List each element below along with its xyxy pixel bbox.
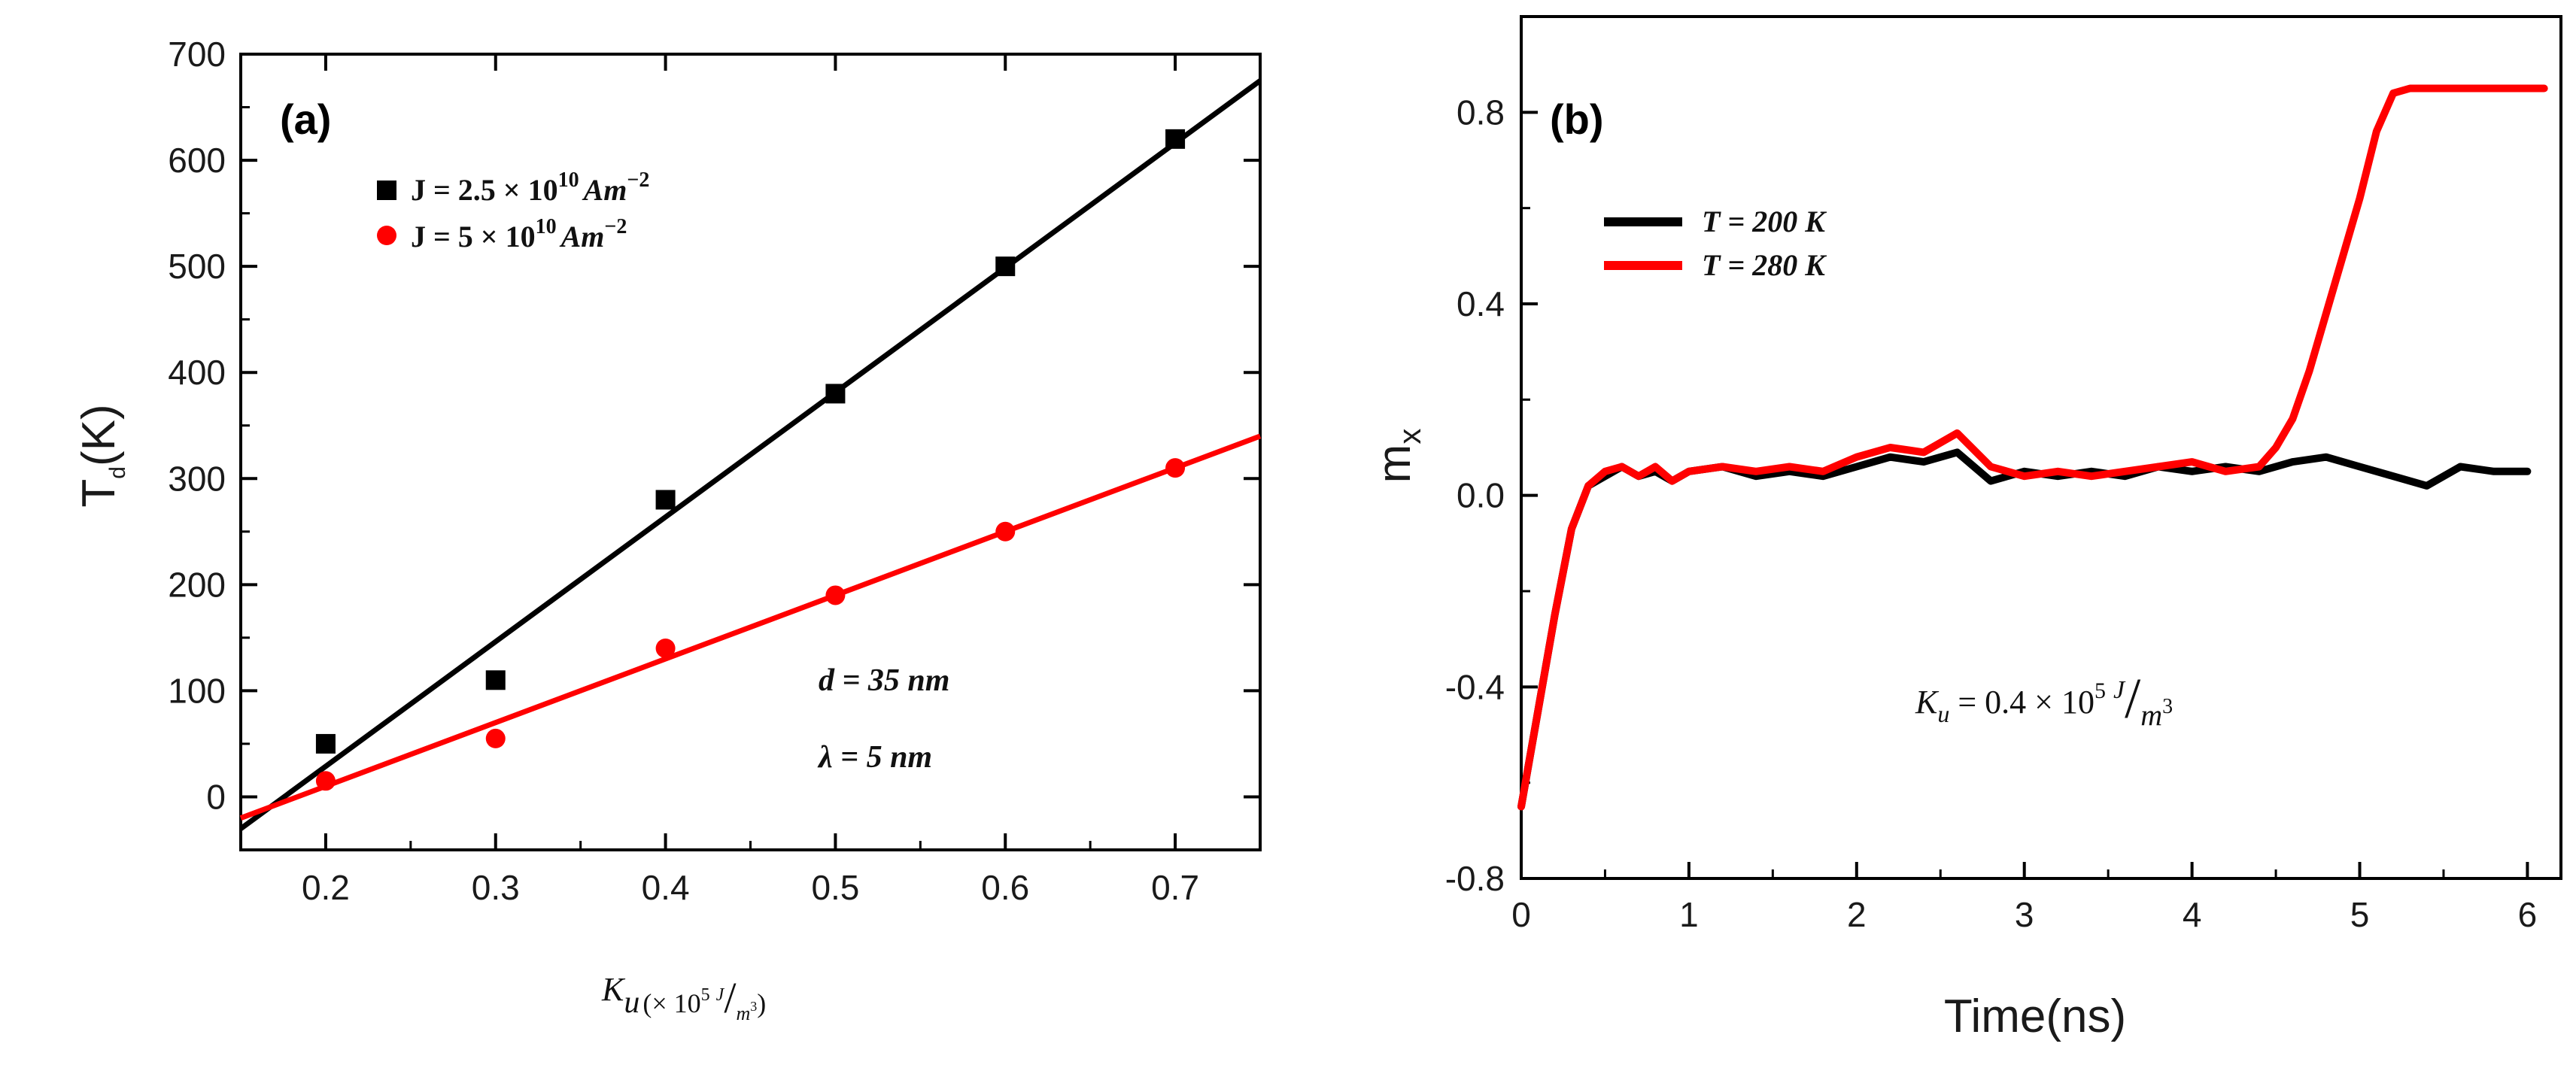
legend-marker-square bbox=[377, 181, 396, 200]
legend-marker-circle bbox=[377, 226, 396, 245]
panel-a-legend: J = 2.5 × 1010 Am−2 J = 5 × 1010 Am−2 bbox=[377, 168, 649, 253]
panel-a-points bbox=[315, 129, 1186, 791]
y-tick-label: 700 bbox=[168, 35, 226, 74]
x-tick-label: 0.7 bbox=[1151, 868, 1199, 907]
x-tick-label: 0.2 bbox=[302, 868, 350, 907]
y-tick-label: -0.4 bbox=[1445, 667, 1505, 706]
panel-b-series-lines bbox=[1517, 84, 2548, 811]
data-point-circle bbox=[315, 771, 336, 791]
y-tick-label: 0.8 bbox=[1457, 93, 1505, 132]
data-point-square bbox=[485, 670, 506, 690]
panel-b-ticks: 0 1 2 3 4 5 6 -0.8 -0.4 0.0 0.4 0.8 bbox=[1445, 93, 2537, 934]
panel-b-annotation-ku: Ku = 0.4 × 105 J/m3 bbox=[1915, 667, 2173, 732]
series-line-200k bbox=[1517, 448, 2532, 811]
data-point-circle bbox=[825, 585, 846, 605]
fit-line-series-1 bbox=[238, 78, 1262, 831]
x-tick-label: 1 bbox=[1679, 895, 1699, 934]
y-tick-label: 200 bbox=[168, 565, 226, 604]
legend-entry-280k: T = 280 K bbox=[1702, 248, 1827, 282]
x-tick-label: 4 bbox=[2183, 895, 2202, 934]
y-tick-label: 300 bbox=[168, 459, 226, 498]
y-tick-label: -0.8 bbox=[1445, 859, 1505, 898]
panel-a-ticks: 0.2 0.3 0.4 0.5 0.6 0.7 0 100 200 300 400 500 600 700 bbox=[168, 35, 1262, 907]
legend-entry-1: J = 2.5 × 1010 Am−2 bbox=[411, 168, 649, 207]
panel-b-label: (b) bbox=[1550, 96, 1604, 143]
panel-b-plot-frame bbox=[1520, 15, 2562, 880]
y-tick-label: 0.0 bbox=[1457, 476, 1505, 515]
x-tick-label: 2 bbox=[1847, 895, 1867, 934]
panel-b-x-axis-title: Time(ns) bbox=[1944, 991, 2126, 1042]
data-point-circle bbox=[655, 638, 676, 658]
data-point-circle bbox=[1165, 458, 1186, 478]
legend-entry-2: J = 5 × 1010 Am−2 bbox=[411, 215, 627, 253]
data-point-circle bbox=[995, 521, 1016, 542]
data-point-square bbox=[315, 733, 336, 754]
y-tick-label: 400 bbox=[168, 353, 226, 392]
fit-line-series-2 bbox=[239, 433, 1262, 821]
x-tick-label: 3 bbox=[2015, 895, 2034, 934]
data-point-square bbox=[655, 490, 676, 510]
y-tick-label: 0.4 bbox=[1457, 284, 1505, 323]
y-tick-label: 500 bbox=[168, 247, 226, 286]
x-tick-label: 5 bbox=[2350, 895, 2370, 934]
y-tick-label: 600 bbox=[168, 141, 226, 180]
y-tick-label: 0 bbox=[206, 777, 226, 816]
x-tick-label: 0.5 bbox=[811, 868, 859, 907]
panel-a: 0.2 0.3 0.4 0.5 0.6 0.7 0 100 200 300 400 500 600 700… bbox=[73, 35, 1262, 1024]
panel-b-legend: T = 200 K T = 280 K bbox=[1604, 205, 1827, 282]
panel-a-y-axis-title: Td(K) bbox=[73, 404, 130, 507]
data-point-square bbox=[825, 384, 846, 404]
x-tick-label: 0 bbox=[1511, 895, 1531, 934]
x-tick-label: 0.4 bbox=[642, 868, 690, 907]
y-tick-label: 100 bbox=[168, 671, 226, 710]
series-line-280k bbox=[1517, 84, 2548, 811]
legend-entry-200k: T = 200 K bbox=[1702, 205, 1827, 238]
x-tick-label: 0.6 bbox=[981, 868, 1029, 907]
panel-a-label: (a) bbox=[280, 96, 331, 143]
panel-b: 0 1 2 3 4 5 6 -0.8 -0.4 0.0 0.4 0.8 (b) T = 200 K T… bbox=[1368, 15, 2562, 1042]
x-tick-label: 0.3 bbox=[472, 868, 520, 907]
data-point-square bbox=[995, 256, 1016, 277]
data-point-circle bbox=[485, 728, 506, 748]
panel-a-fit-lines bbox=[238, 78, 1262, 831]
annotation-d: d = 35 nm bbox=[819, 663, 949, 698]
panel-b-y-axis-title: mx bbox=[1368, 429, 1427, 484]
x-tick-label: 6 bbox=[2518, 895, 2538, 934]
data-point-square bbox=[1165, 129, 1186, 149]
annotation-lambda: λ = 5 nm bbox=[817, 740, 932, 775]
panel-a-x-axis-title: Ku (× 105 J/m3) bbox=[601, 971, 766, 1024]
